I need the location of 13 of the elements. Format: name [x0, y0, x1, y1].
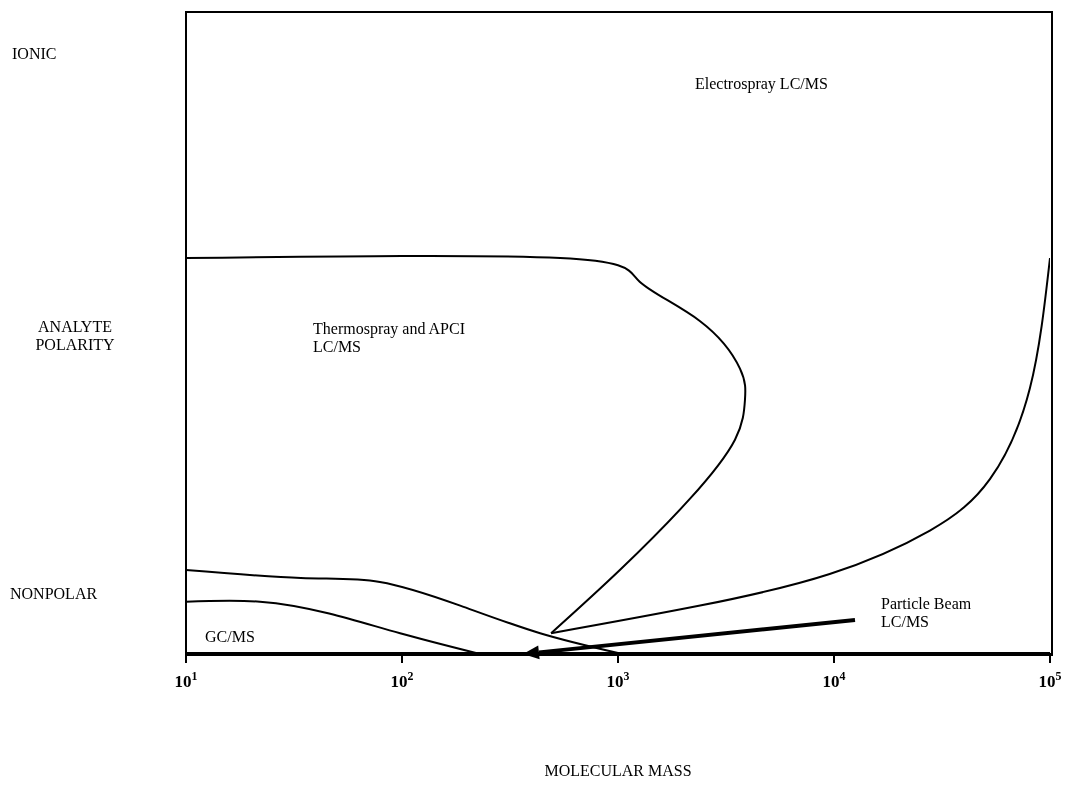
- y-axis-title: ANALYTE POLARITY: [35, 318, 115, 353]
- x-axis-title: MOLECULAR MASS: [544, 762, 692, 779]
- x-tick-label: 10$^{3}$: [606, 669, 630, 691]
- text: NONPOLAR: [10, 585, 98, 602]
- x-tick-label: 10$^{1}$: [174, 669, 198, 691]
- annotation: GC/MS: [205, 628, 255, 645]
- x-tick-label: 10$^{2}$: [390, 669, 414, 691]
- x-tick-label: 10$^{4}$: [822, 669, 846, 691]
- annotation: Particle Beam LC/MS: [881, 595, 972, 630]
- x-tick-label: 10$^{5}$: [1038, 669, 1062, 691]
- text: Electrospray LC/MS: [695, 75, 828, 92]
- annotation: Thermospray and APCI LC/MS: [313, 320, 465, 355]
- text: IONIC: [12, 45, 57, 62]
